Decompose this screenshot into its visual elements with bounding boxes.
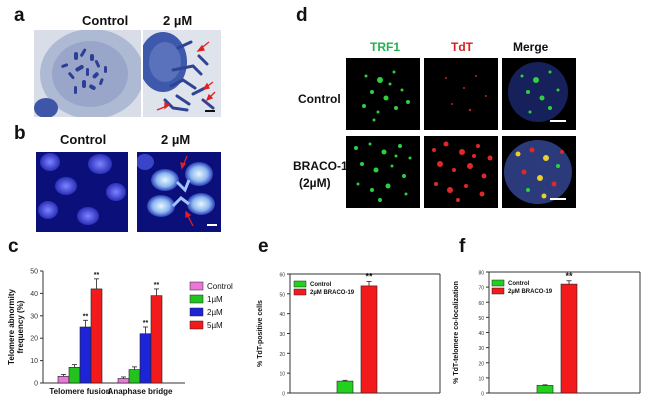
chart-c-legend-swatch (189, 281, 204, 291)
chart-c-ytick-label: 50 (30, 269, 38, 276)
chart-c-significance-mark: ** (94, 272, 100, 279)
chart-e-ytick-label: 30 (279, 332, 285, 338)
chart-c-significance-mark: ** (83, 313, 89, 320)
panel-b-label-control: Control (60, 132, 107, 147)
chart-f-legend-swatch (491, 279, 505, 287)
chart-f-ytick-label: 0 (481, 392, 484, 398)
chart-f-ytick-label: 20 (478, 361, 484, 367)
chart-e-legend-swatch (293, 280, 307, 288)
chart-e-bar (336, 380, 354, 394)
chart-c-legend-label: 5µM (207, 321, 223, 330)
chart-f-ylabel: % TdT-telomere co-localization (453, 281, 460, 384)
panel-c-letter: c (8, 236, 19, 257)
panel-d-image-grid (346, 58, 576, 208)
chart-f-ytick-label: 80 (478, 271, 484, 277)
chart-f-ytick-label: 50 (478, 316, 484, 322)
chart-c-bar (57, 375, 70, 384)
chart-c-bar (68, 367, 81, 384)
panel-d-letter: d (296, 5, 308, 26)
chart-e-significance-mark: ** (365, 272, 373, 282)
chart-f-bar (536, 385, 554, 394)
chart-e-ytick-label: 0 (282, 392, 285, 398)
panel-d-header-merge: Merge (513, 40, 549, 54)
chart-f-bar (560, 283, 578, 394)
chart-c-bar (128, 369, 141, 384)
chart-c-ytick-label: 30 (30, 313, 38, 320)
panel-b-label-2um: 2 µM (161, 132, 191, 147)
chart-c-legend-swatch (189, 307, 204, 317)
chart-e-ytick-label: 60 (279, 273, 285, 279)
chart-e-legend-label: Control (310, 282, 332, 288)
chart-c-legend-label: 1µM (207, 295, 223, 304)
chart-f-ytick-label: 70 (478, 286, 484, 292)
panel-d-header-trf1: TRF1 (370, 40, 400, 54)
chart-e-ytick-label: 40 (279, 312, 285, 318)
chart-c-ytick-label: 40 (30, 291, 38, 298)
panel-a-letter: a (14, 5, 25, 26)
panel-a-label-control: Control (82, 13, 129, 28)
chart-c-legend-label: Control (207, 282, 233, 291)
chart-f-significance-mark: ** (565, 271, 573, 281)
chart-c-significance-mark: ** (143, 320, 149, 327)
chart-c-bar (117, 378, 130, 384)
panel-a-image-2um (143, 30, 221, 117)
chart-c-bar (139, 333, 152, 384)
chart-c-ytick-label: 0 (34, 381, 38, 388)
chart-c-legend-label: 2µM (207, 308, 223, 317)
panel-f-letter: f (459, 236, 466, 257)
chart-f-legend-label: 2µM BRACO-19 (508, 289, 553, 295)
chart-c-ytick-label: 20 (30, 336, 38, 343)
chart-c-category-label: Telomere fusion (49, 387, 110, 396)
panel-d-header-tdt: TdT (451, 40, 473, 54)
chart-e-ytick-label: 20 (279, 352, 285, 358)
chart-f-legend-label: Control (508, 281, 530, 287)
chart-e-ylabel: % TdT-positive cells (257, 300, 264, 367)
chart-e-bar (360, 285, 378, 394)
chart-f-ytick-label: 60 (478, 301, 484, 307)
panel-e-letter: e (258, 236, 269, 257)
chart-e-legend-label: 2µM BRACO-19 (310, 290, 355, 296)
chart-c-bar (150, 295, 163, 384)
chart-c-bar (90, 288, 103, 384)
panel-b-image-control (36, 152, 128, 232)
panel-b-letter: b (14, 123, 26, 144)
chart-e-ytick-label: 50 (279, 292, 285, 298)
chart-c-category-label: Anaphase bridge (108, 387, 173, 396)
chart-c-bar (79, 326, 92, 384)
chart-c-ytick-label: 10 (30, 358, 38, 365)
chart-c-significance-mark: ** (154, 282, 160, 289)
panel-a-label-2um: 2 µM (163, 13, 193, 28)
chart-f-ytick-label: 30 (478, 346, 484, 352)
chart-e-ytick-label: 10 (279, 372, 285, 378)
panel-d-row-braco: BRACO-19 (293, 159, 355, 173)
panel-b-image-2um (137, 152, 221, 232)
panel-a-image-control (34, 30, 141, 117)
panel-d-row-conc: (2µM) (299, 176, 331, 190)
chart-c-legend-swatch (189, 294, 204, 304)
chart-c-legend-swatch (189, 320, 204, 330)
chart-c-ylabel-line: frequency (%) (16, 300, 25, 353)
chart-f-ytick-label: 40 (478, 331, 484, 337)
chart-c-ylabel-line: Telomere abnormity (7, 289, 16, 365)
panel-d-row-control: Control (298, 92, 341, 106)
chart-f-legend-swatch (491, 287, 505, 295)
chart-e-legend-swatch (293, 288, 307, 296)
chart-f-ytick-label: 10 (478, 376, 484, 382)
